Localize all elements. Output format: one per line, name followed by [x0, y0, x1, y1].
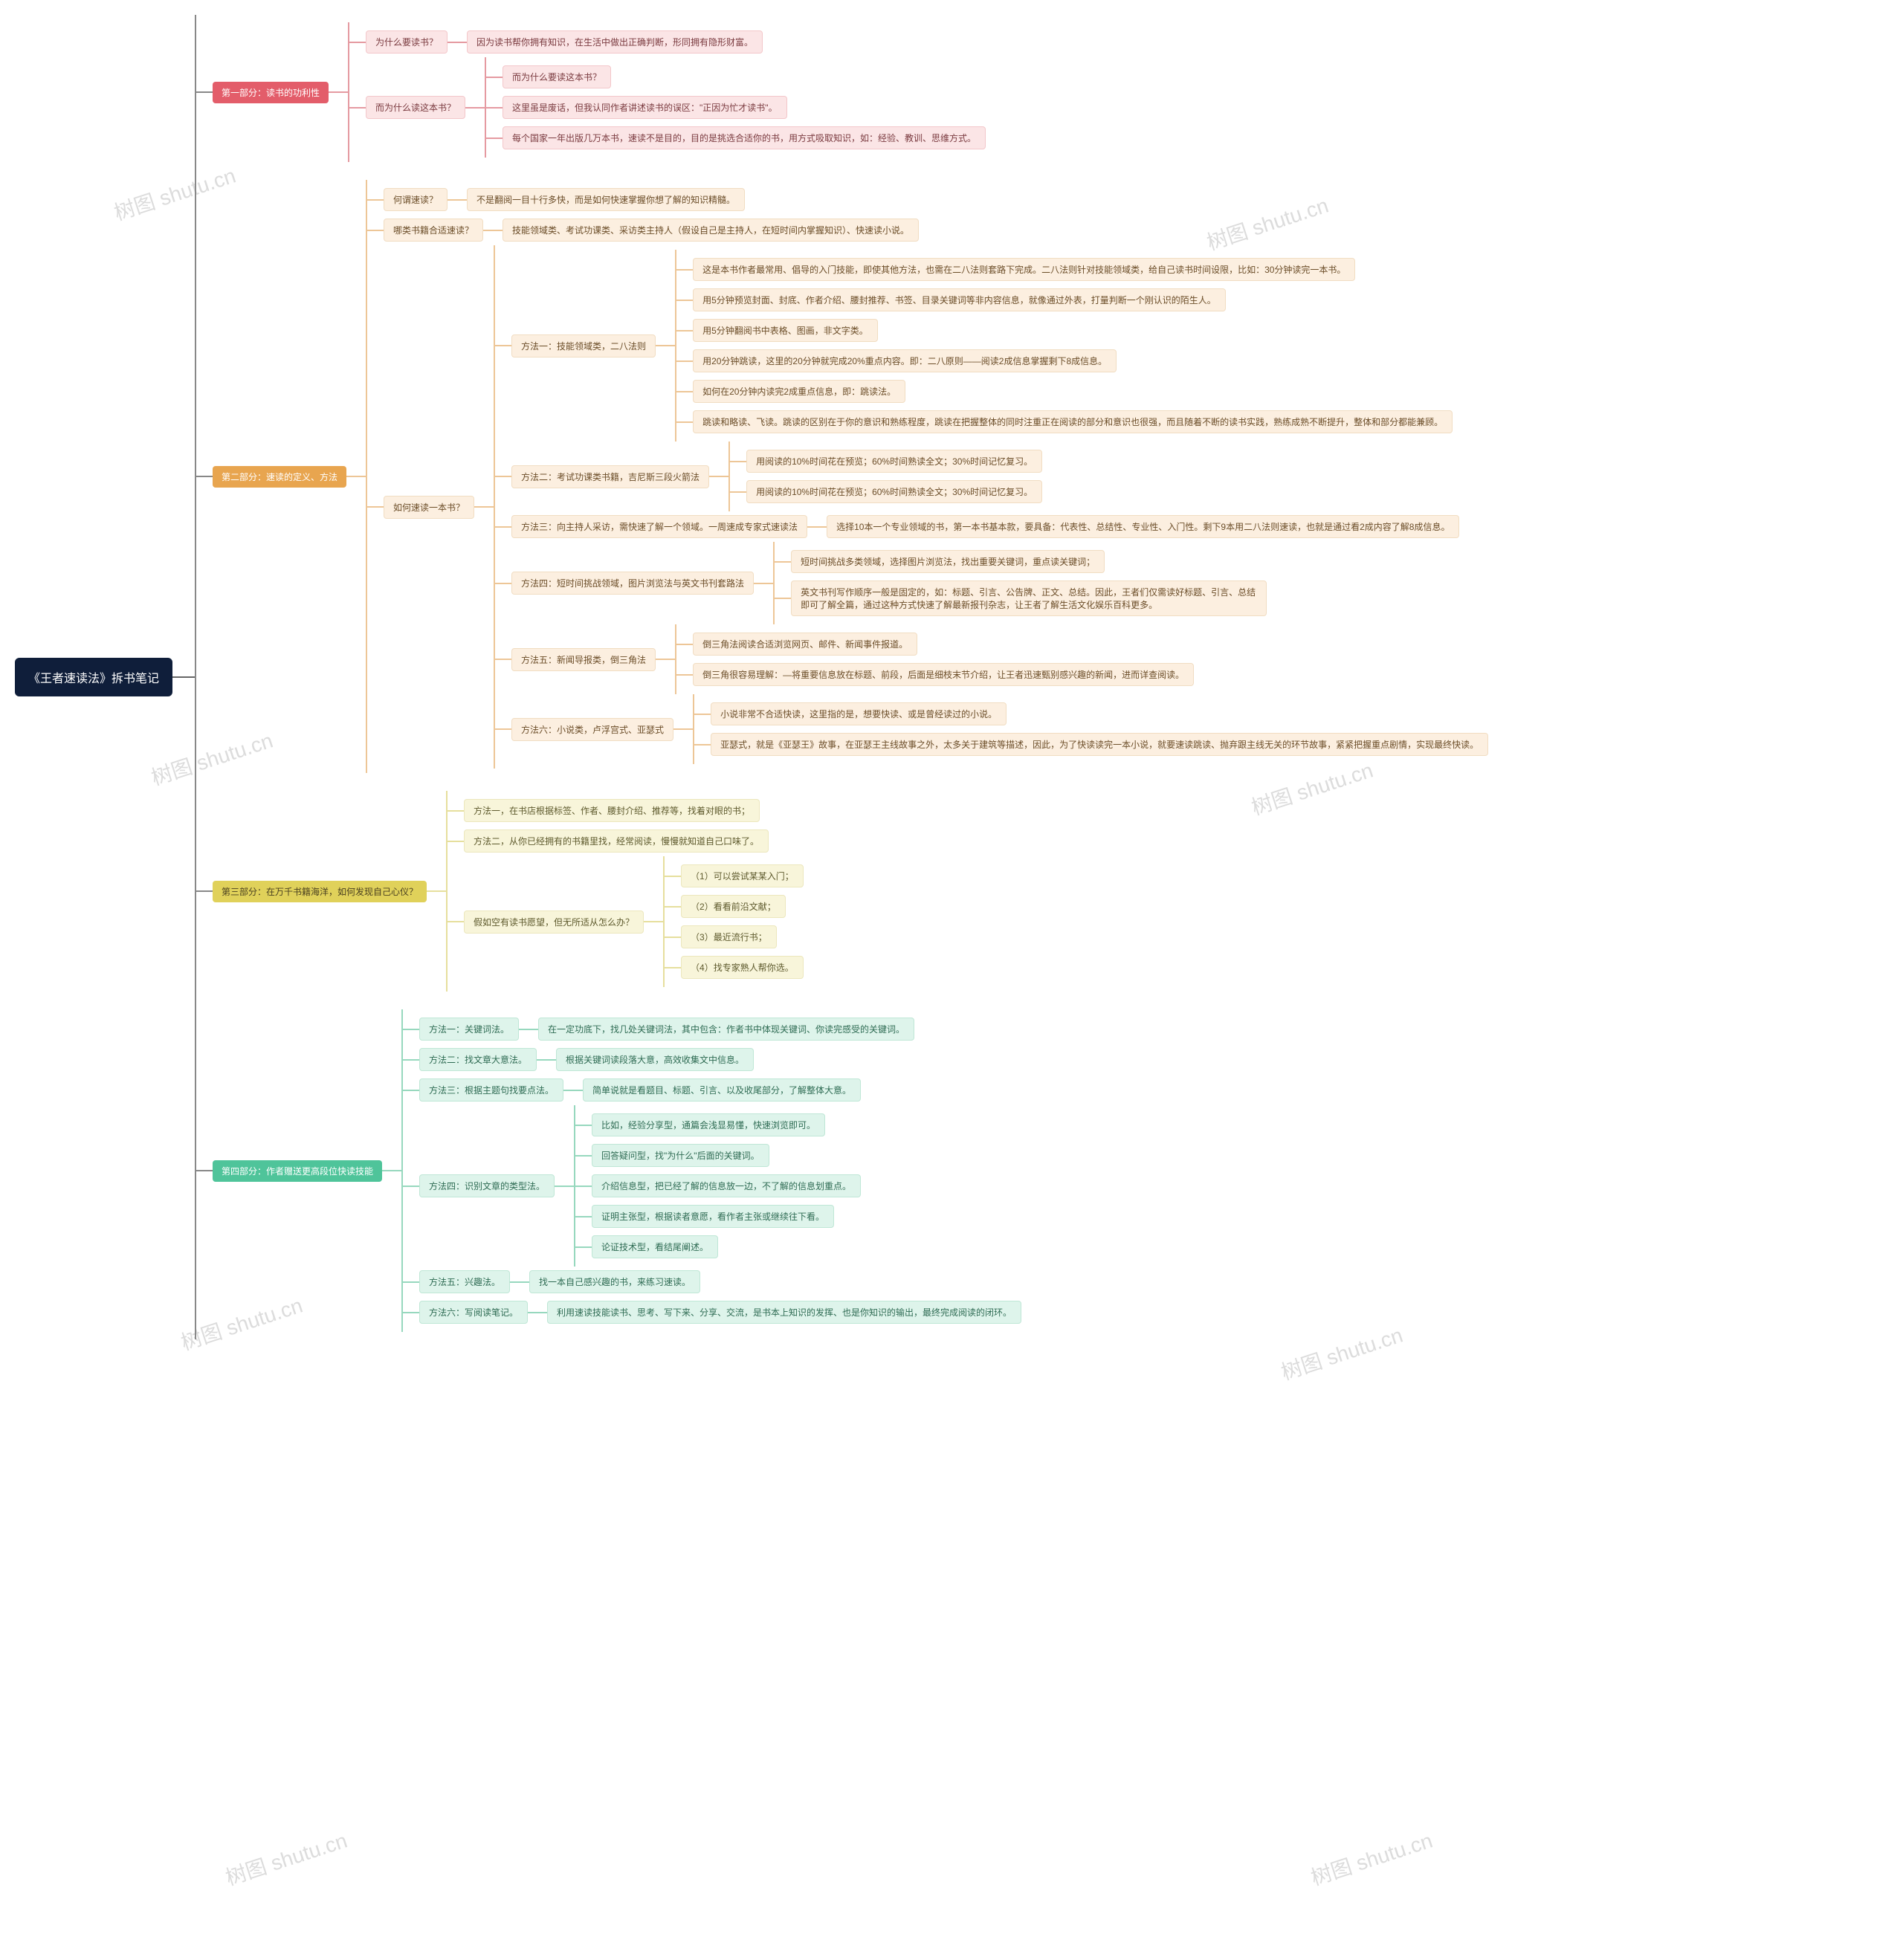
section-2: 第二部分：速读的定义、方法 何谓速读？ 不是翻阅一目十行多快，而是如何快速掌握你… — [196, 180, 1488, 773]
s2-m1-5: 如何在20分钟内读完2成重点信息，即：跳读法。 — [693, 380, 905, 403]
s4-m1: 方法一：关键词法。 — [419, 1018, 519, 1041]
section-4-title: 第四部分：作者赠送更高段位快读技能 — [213, 1160, 382, 1182]
s4-m4-3: 介绍信息型，把已经了解的信息放一边，不了解的信息划重点。 — [592, 1174, 861, 1197]
s3-q: 假如空有读书愿望，但无所适从怎么办？ — [464, 911, 644, 934]
s2-m4-2: 英文书刊写作顺序一般是固定的，如：标题、引言、公告牌、正文、总结。因此，王者们仅… — [791, 580, 1267, 616]
s2-m6-1: 小说非常不合适快读，这里指的是，想要快读、或是曾经读过的小说。 — [711, 702, 1007, 725]
s4-m2: 方法二：找文章大意法。 — [419, 1048, 537, 1071]
section-1-title: 第一部分：读书的功利性 — [213, 82, 329, 103]
s3-m2: 方法二，从你已经拥有的书籍里找，经常阅读，慢慢就知道自己口味了。 — [464, 829, 769, 853]
s1-a2: 这里虽是废话，但我认同作者讲述读书的误区："正因为忙才读书"。 — [503, 96, 787, 119]
s2-m5-1: 倒三角法阅读合适浏览网页、邮件、新闻事件报道。 — [693, 633, 917, 656]
s1-a1: 而为什么要读这本书？ — [503, 65, 611, 88]
s4-m3-a: 简单说就是看题目、标题、引言、以及收尾部分，了解整体大意。 — [583, 1078, 861, 1102]
s1-q-why-read: 为什么要读书？ — [366, 30, 448, 54]
s4-m4-1: 比如，经验分享型，通篇会浅显易懂，快速浏览即可。 — [592, 1113, 825, 1136]
s4-m4-5: 论证技术型，看结尾阐述。 — [592, 1235, 718, 1258]
s2-what: 何谓速读？ — [384, 188, 448, 211]
s2-m4-1: 短时间挑战多类领域，选择图片浏览法，找出重要关键词，重点读关键词； — [791, 550, 1105, 573]
s4-m4-4: 证明主张型，根据读者意愿，看作者主张或继续往下看。 — [592, 1205, 834, 1228]
s2-m2-1: 用阅读的10%时间花在预览；60%时间熟读全文；30%时间记忆复习。 — [746, 450, 1042, 473]
s2-m2-2: 用阅读的10%时间花在预览；60%时间熟读全文；30%时间记忆复习。 — [746, 480, 1042, 503]
s1-a3: 每个国家一年出版几万本书，速读不是目的，目的是挑选合适你的书，用方式吸取知识，如… — [503, 126, 986, 149]
s2-m1: 方法一：技能领域类，二八法则 — [511, 334, 656, 358]
s4-m5-a: 找一本自己感兴趣的书，来练习速读。 — [529, 1270, 700, 1293]
s2-m5: 方法五：新闻导报类，倒三角法 — [511, 648, 656, 671]
s4-m6-a: 利用速读技能读书、思考、写下来、分享、交流，是书本上知识的发挥、也是你知识的输出… — [547, 1301, 1021, 1324]
s4-m2-a: 根据关键词读段落大意，高效收集文中信息。 — [556, 1048, 754, 1071]
s2-what-a: 不是翻阅一目十行多快，而是如何快速掌握你想了解的知识精髓。 — [467, 188, 745, 211]
section-1: 第一部分：读书的功利性 为什么要读书？ 因为读书帮你拥有知识，在生活中做出正确判… — [196, 22, 1488, 162]
s2-m5-2: 倒三角很容易理解：—将重要信息放在标题、前段，后面是细枝末节介绍，让王者迅速甄别… — [693, 663, 1194, 686]
s1-a-why-read: 因为读书帮你拥有知识，在生活中做出正确判断，形同拥有隐形财富。 — [467, 30, 763, 54]
s2-m2: 方法二：考试功课类书籍，吉尼斯三段火箭法 — [511, 465, 709, 488]
s2-m4: 方法四：短时间挑战领域，图片浏览法与英文书刊套路法 — [511, 572, 754, 595]
s2-m1-1: 这是本书作者最常用、倡导的入门技能，即使其他方法，也需在二八法则套路下完成。二八… — [693, 258, 1355, 281]
s3-m1: 方法一，在书店根据标签、作者、腰封介绍、推荐等，找着对眼的书； — [464, 799, 760, 822]
s2-m1-4: 用20分钟跳读，这里的20分钟就完成20%重点内容。即：二八原则——阅读2成信息… — [693, 349, 1117, 372]
section-3-title: 第三部分：在万千书籍海洋，如何发现自己心仪？ — [213, 881, 427, 902]
mindmap-container: 《王者速读法》拆书笔记 第一部分：读书的功利性 为什么要读书？ 因为读书帮你拥有… — [15, 15, 1888, 1339]
s2-m1-3: 用5分钟翻阅书中表格、图画，非文字类。 — [693, 319, 878, 342]
s1-q-why-this-book: 而为什么读这本书？ — [366, 96, 465, 119]
s3-q4: （4）找专家熟人帮你选。 — [681, 956, 804, 979]
s2-m1-6: 跳读和略读、飞读。跳读的区别在于你的意识和熟练程度，跳读在把握整体的同时注重正在… — [693, 410, 1453, 433]
s3-q2: （2）看看前沿文献； — [681, 895, 786, 918]
sections: 第一部分：读书的功利性 为什么要读书？ 因为读书帮你拥有知识，在生活中做出正确判… — [195, 15, 1488, 1339]
s2-how: 如何速读一本书？ — [384, 496, 474, 519]
s2-m1-2: 用5分钟预览封面、封底、作者介绍、腰封推荐、书签、目录关键词等非内容信息，就像通… — [693, 288, 1226, 311]
s4-m3: 方法三：根据主题句找要点法。 — [419, 1078, 563, 1102]
s4-m1-a: 在一定功底下，找几处关键词法，其中包含：作者书中体现关键词、你读完感受的关键词。 — [538, 1018, 914, 1041]
s2-m6: 方法六：小说类，卢浮宫式、亚瑟式 — [511, 718, 673, 741]
s2-which-a: 技能领域类、考试功课类、采访类主持人（假设自己是主持人，在短时间内掌握知识）、快… — [503, 219, 919, 242]
s4-m6: 方法六：写阅读笔记。 — [419, 1301, 528, 1324]
s2-m3: 方法三：向主持人采访，需快速了解一个领域。一周速成专家式速读法 — [511, 515, 807, 538]
s4-m4: 方法四：识别文章的类型法。 — [419, 1174, 555, 1197]
watermark: 树图 shutu.cn — [1307, 1825, 1436, 1892]
s4-m5: 方法五：兴趣法。 — [419, 1270, 510, 1293]
root-node: 《王者速读法》拆书笔记 — [15, 658, 172, 696]
watermark: 树图 shutu.cn — [222, 1825, 351, 1892]
s3-q1: （1）可以尝试某某入门； — [681, 864, 804, 887]
s3-q3: （3）最近流行书； — [681, 925, 777, 948]
section-2-title: 第二部分：速读的定义、方法 — [213, 466, 346, 488]
section-3: 第三部分：在万千书籍海洋，如何发现自己心仪？ 方法一，在书店根据标签、作者、腰封… — [196, 791, 1488, 992]
s2-which: 哪类书籍合适速读？ — [384, 219, 483, 242]
s2-m6-2: 亚瑟式，就是《亚瑟王》故事，在亚瑟王主线故事之外，太多关于建筑等描述，因此，为了… — [711, 733, 1488, 756]
section-4: 第四部分：作者赠送更高段位快读技能 方法一：关键词法。 在一定功底下，找几处关键… — [196, 1009, 1488, 1332]
s4-m4-2: 回答疑问型，找"为什么"后面的关键词。 — [592, 1144, 769, 1167]
s2-m3-1: 选择10本一个专业领域的书，第一本书基本款，要具备：代表性、总结性、专业性、入门… — [827, 515, 1459, 538]
